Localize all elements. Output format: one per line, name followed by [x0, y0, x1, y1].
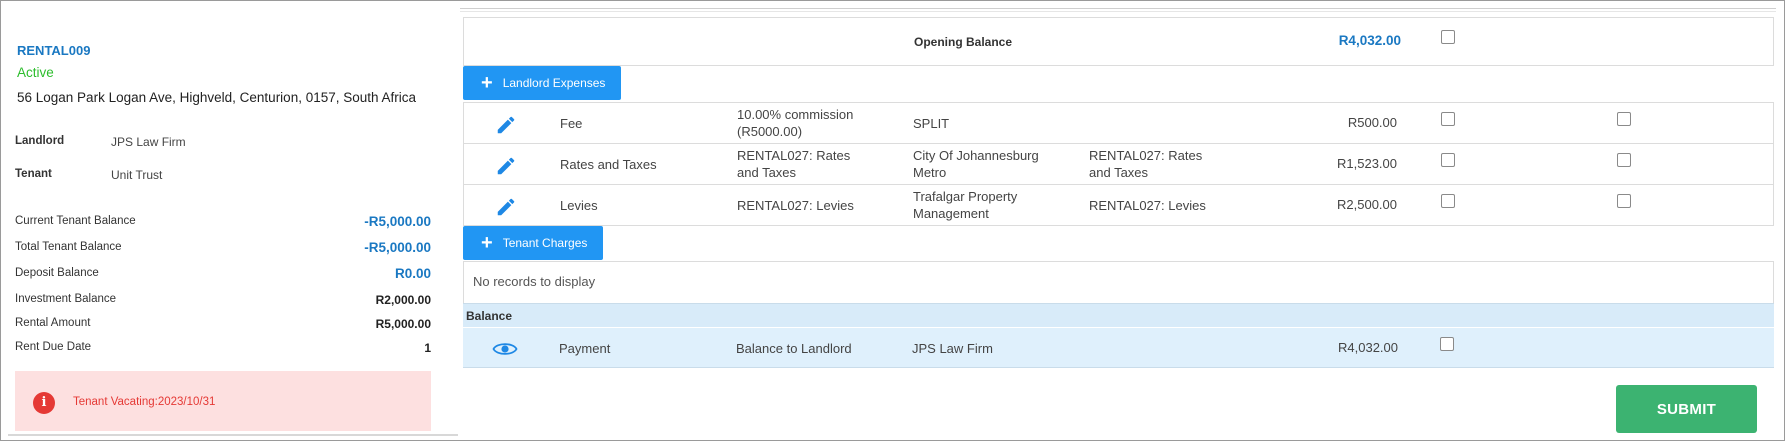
add-tenant-charge-label: Tenant Charges: [502, 236, 588, 250]
deposit-balance-value: R0.00: [394, 266, 431, 281]
landlord-value: JPS Law Firm: [111, 135, 186, 149]
current-tenant-balance-value: -R5,000.00: [364, 214, 431, 229]
edit-pencil-icon[interactable]: [495, 114, 517, 136]
expense-amount: R500.00: [1347, 115, 1397, 130]
opening-balance-checkbox[interactable]: [1441, 30, 1455, 44]
tenant-label: Tenant: [15, 168, 52, 180]
expense-type: Levies: [560, 198, 598, 213]
expense-secondary-checkbox[interactable]: [1617, 153, 1631, 167]
table-row: Rates and Taxes RENTAL027: Rates and Taxe…: [463, 143, 1774, 185]
opening-balance-amount: R4,032.00: [1338, 33, 1401, 48]
expense-checkbox[interactable]: [1441, 194, 1455, 208]
property-address: 56 Logan Park Logan Ave, Highveld, Centu…: [17, 90, 417, 105]
left-panel-scrollbar[interactable]: [8, 434, 458, 436]
opening-balance-row: Opening Balance R4,032.00: [463, 17, 1774, 66]
rental-amount-label: Rental Amount: [15, 317, 91, 329]
add-landlord-expense-button[interactable]: + Landlord Expenses: [463, 66, 622, 100]
no-records-message: No records to display: [473, 274, 596, 289]
table-row: Levies RENTAL027: Levies Trafalgar Prope…: [463, 184, 1774, 226]
tenant-value: Unit Trust: [111, 168, 163, 182]
payment-amount: R4,032.00: [1338, 340, 1398, 355]
expense-secondary-checkbox[interactable]: [1617, 112, 1631, 126]
divider: [460, 11, 1776, 12]
rent-due-date-value: 1: [424, 341, 431, 355]
plus-icon: +: [481, 72, 493, 94]
expense-payee: City Of Johannesburg Metro: [913, 148, 1039, 180]
edit-pencil-icon[interactable]: [495, 155, 517, 177]
divider: [460, 8, 1776, 9]
edit-pencil-icon[interactable]: [495, 196, 517, 218]
investment-balance-label: Investment Balance: [15, 293, 117, 305]
tenant-charges-empty-row: [463, 261, 1774, 304]
expense-description: RENTAL027: Levies: [737, 198, 854, 213]
submit-button[interactable]: SUBMIT: [1616, 385, 1757, 433]
balance-section-title: Balance: [466, 309, 513, 323]
balance-section-header: Balance: [463, 303, 1774, 327]
expense-checkbox[interactable]: [1441, 112, 1455, 126]
expense-amount: R1,523.00: [1337, 156, 1397, 171]
expense-amount: R2,500.00: [1337, 197, 1397, 212]
deposit-balance-label: Deposit Balance: [15, 267, 99, 279]
total-tenant-balance-label: Total Tenant Balance: [15, 241, 122, 253]
vacating-alert: i Tenant Vacating:2023/10/31: [15, 371, 431, 431]
info-icon: i: [33, 392, 55, 414]
expense-secondary-checkbox[interactable]: [1617, 194, 1631, 208]
expense-type: Fee: [560, 116, 583, 131]
table-row: Fee 10.00% commission (R5000.00) SPLIT R5…: [463, 102, 1774, 144]
payment-checkbox[interactable]: [1440, 337, 1454, 351]
payment-type: Payment: [559, 341, 611, 356]
property-code[interactable]: RENTAL009: [17, 43, 91, 58]
payment-row: Payment Balance to Landlord JPS Law Firm…: [463, 328, 1774, 368]
expense-payee: SPLIT: [913, 116, 950, 131]
expense-description: 10.00% commission (R5000.00): [737, 107, 854, 139]
payment-payee: JPS Law Firm: [912, 341, 993, 356]
plus-icon: +: [481, 232, 493, 254]
vacating-alert-text: Tenant Vacating:2023/10/31: [73, 396, 216, 408]
current-tenant-balance-label: Current Tenant Balance: [15, 215, 136, 227]
expense-payee: Trafalgar Property Management: [913, 189, 1018, 221]
property-status: Active: [17, 65, 54, 80]
add-landlord-expense-label: Landlord Expenses: [502, 76, 606, 90]
expense-type: Rates and Taxes: [560, 157, 657, 172]
opening-balance-label: Opening Balance: [914, 35, 1013, 49]
expense-checkbox[interactable]: [1441, 153, 1455, 167]
expense-reference: RENTAL027: Levies: [1089, 198, 1206, 213]
add-tenant-charge-button[interactable]: + Tenant Charges: [463, 226, 604, 260]
view-eye-icon[interactable]: [492, 339, 518, 359]
total-tenant-balance-value: -R5,000.00: [364, 240, 431, 255]
expense-description: RENTAL027: Rates and Taxes: [737, 148, 851, 180]
landlord-label: Landlord: [15, 135, 65, 147]
payment-description: Balance to Landlord: [736, 341, 852, 356]
rent-due-date-label: Rent Due Date: [15, 341, 92, 353]
rental-amount-value: R5,000.00: [375, 317, 431, 331]
expense-reference: RENTAL027: Rates and Taxes: [1089, 148, 1203, 180]
investment-balance-value: R2,000.00: [375, 293, 431, 307]
